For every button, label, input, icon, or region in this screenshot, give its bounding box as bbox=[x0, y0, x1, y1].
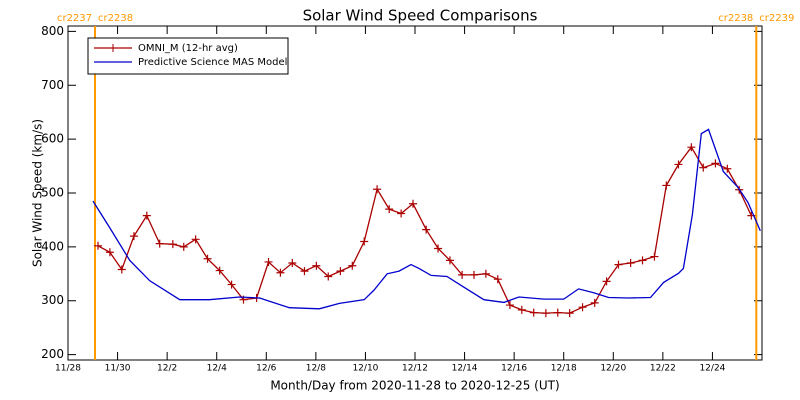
x-tick-label: 12/8 bbox=[306, 364, 326, 374]
data-marker bbox=[155, 239, 164, 248]
data-marker bbox=[565, 309, 574, 318]
data-marker bbox=[687, 143, 696, 152]
data-marker bbox=[614, 260, 623, 269]
y-tick-label: 800 bbox=[41, 24, 64, 38]
data-marker bbox=[276, 268, 285, 277]
data-marker bbox=[142, 211, 151, 220]
data-marker bbox=[481, 269, 490, 278]
y-tick-label: 200 bbox=[41, 347, 64, 361]
data-marker bbox=[674, 160, 683, 169]
data-marker bbox=[434, 244, 443, 253]
y-tick-label: 300 bbox=[41, 293, 64, 307]
data-marker bbox=[723, 164, 732, 173]
legend: OMNI_M (12-hr avg) Predictive Science MAS… bbox=[87, 37, 289, 75]
data-marker bbox=[385, 205, 394, 214]
data-marker bbox=[191, 235, 200, 244]
legend-box bbox=[87, 37, 289, 75]
data-marker bbox=[203, 254, 212, 263]
boundary-label: cr2237 bbox=[57, 13, 92, 24]
data-marker bbox=[117, 265, 126, 274]
data-marker bbox=[517, 305, 526, 314]
data-marker bbox=[541, 309, 550, 318]
x-tick-label: 11/30 bbox=[105, 364, 131, 374]
data-marker bbox=[348, 261, 357, 270]
x-tick-label: 12/10 bbox=[352, 364, 378, 374]
data-marker bbox=[445, 256, 454, 265]
data-marker bbox=[179, 242, 188, 251]
data-marker bbox=[469, 270, 478, 279]
data-marker bbox=[578, 303, 587, 312]
x-tick-label: 12/18 bbox=[551, 364, 577, 374]
data-marker bbox=[129, 232, 138, 241]
data-marker bbox=[458, 270, 467, 279]
x-tick-label: 12/4 bbox=[207, 364, 227, 374]
legend-label: Predictive Science MAS Model bbox=[138, 57, 287, 68]
x-tick-label: 12/12 bbox=[402, 364, 428, 374]
data-marker bbox=[493, 275, 502, 284]
data-marker bbox=[397, 209, 406, 218]
x-tick-label: 12/14 bbox=[452, 364, 478, 374]
data-marker bbox=[529, 308, 538, 317]
data-marker bbox=[105, 248, 114, 257]
series-line bbox=[92, 128, 761, 310]
x-tick-label: 12/20 bbox=[600, 364, 626, 374]
data-marker bbox=[626, 259, 635, 268]
data-marker bbox=[215, 266, 224, 275]
y-axis-label: Solar Wind Speed (km/s) bbox=[31, 119, 45, 267]
data-marker bbox=[227, 280, 236, 289]
data-marker bbox=[324, 272, 333, 281]
data-marker bbox=[373, 185, 382, 194]
data-marker bbox=[312, 261, 321, 270]
data-marker bbox=[168, 240, 177, 249]
data-marker bbox=[409, 199, 418, 208]
data-marker bbox=[553, 308, 562, 317]
chart-title: Solar Wind Speed Comparisons bbox=[303, 7, 538, 25]
data-marker bbox=[264, 257, 273, 266]
data-marker bbox=[300, 267, 309, 276]
data-marker bbox=[422, 225, 431, 234]
data-marker bbox=[288, 259, 297, 268]
x-tick-label: 12/24 bbox=[699, 364, 725, 374]
x-tick-label: 12/2 bbox=[157, 364, 177, 374]
y-tick-label: 500 bbox=[41, 186, 64, 200]
boundary-label: cr2239 bbox=[759, 13, 794, 24]
x-axis-label: Month/Day from 2020-11-28 to 2020-12-25 … bbox=[270, 379, 559, 393]
x-tick-label: 12/16 bbox=[501, 364, 527, 374]
data-marker bbox=[711, 159, 720, 168]
x-tick-label: 12/6 bbox=[256, 364, 276, 374]
data-marker bbox=[93, 241, 102, 250]
data-marker bbox=[590, 298, 599, 307]
y-tick-label: 400 bbox=[41, 239, 64, 253]
y-tick-label: 700 bbox=[41, 78, 64, 92]
data-marker bbox=[505, 301, 514, 310]
legend-label: OMNI_M (12-hr avg) bbox=[138, 43, 238, 54]
data-marker bbox=[662, 181, 671, 190]
data-marker bbox=[638, 256, 647, 265]
data-marker bbox=[336, 267, 345, 276]
y-tick-label: 600 bbox=[41, 132, 64, 146]
boundary-label: cr2238 bbox=[718, 13, 753, 24]
data-marker bbox=[650, 252, 659, 261]
data-marker bbox=[699, 163, 708, 172]
boundary-label: cr2238 bbox=[98, 13, 133, 24]
data-marker bbox=[602, 277, 611, 286]
x-tick-label: 11/28 bbox=[55, 364, 81, 374]
data-marker bbox=[360, 237, 369, 246]
x-tick-label: 12/22 bbox=[650, 364, 676, 374]
legend-marker bbox=[109, 44, 117, 52]
